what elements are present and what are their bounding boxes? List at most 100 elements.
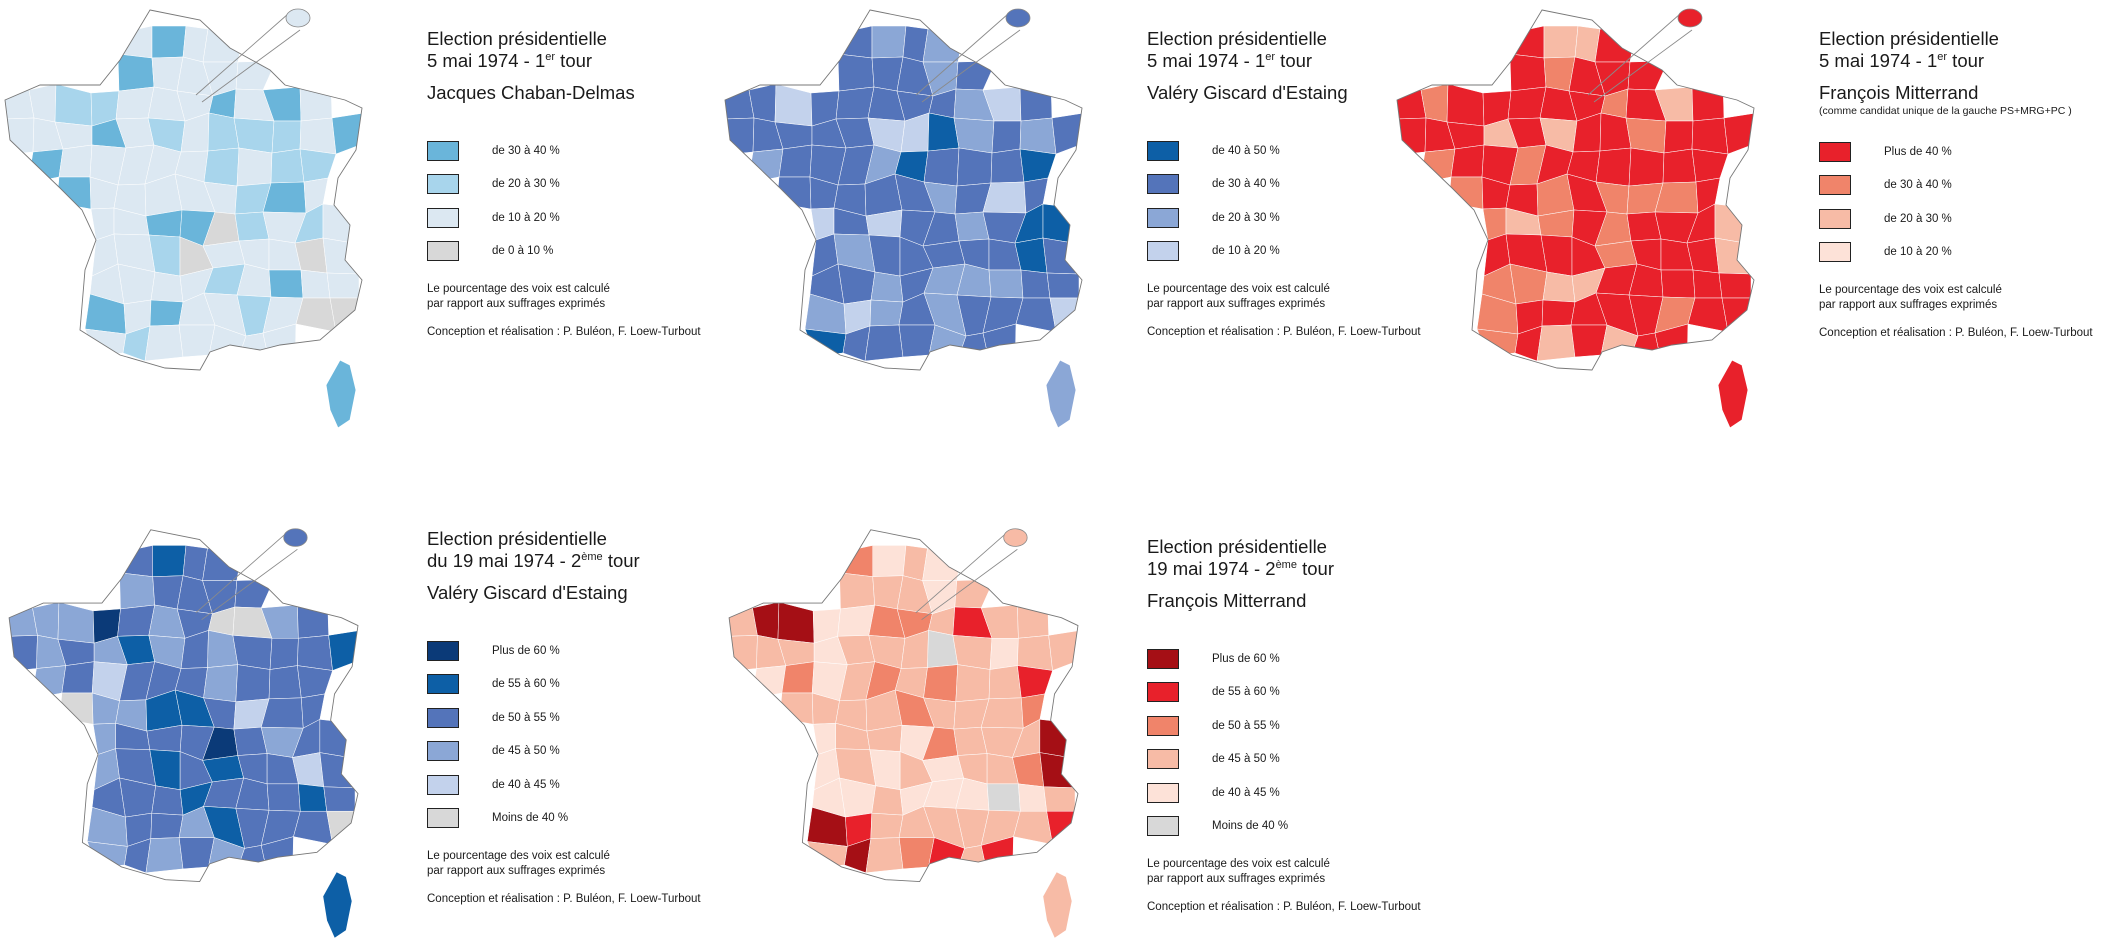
legend-item: de 20 à 30 %: [1819, 202, 2109, 236]
legend-label: de 45 à 50 %: [1212, 753, 1280, 766]
department-region: [1450, 144, 1485, 178]
legend-label: de 10 à 20 %: [1884, 246, 1952, 259]
legend-swatch: [427, 741, 459, 762]
legend-label: Plus de 60 %: [1212, 652, 1280, 665]
legend-label: de 10 à 20 %: [1212, 245, 1280, 258]
credit-line: Conception et réalisation : P. Buléon, F…: [1147, 326, 1421, 338]
department-region: [779, 692, 814, 725]
department-region: [781, 661, 815, 694]
corsica-region: [322, 871, 353, 939]
department-region: [954, 579, 995, 609]
legend-label: de 55 à 60 %: [492, 678, 560, 691]
department-region: [806, 841, 848, 869]
method-note-line-2: par rapport aux suffrages exprimés: [1147, 873, 1326, 885]
corsica-region: [1045, 359, 1077, 429]
paris-inset: [1677, 8, 1703, 28]
department-region: [150, 271, 184, 303]
departments-layer: [729, 545, 1078, 879]
method-note-line-1: Le pourcentage des voix est calculé: [1819, 284, 2002, 296]
department-region: [1509, 25, 1545, 59]
legend-swatch: [427, 774, 459, 795]
legend-swatch: [1819, 208, 1851, 229]
department-region: [54, 83, 93, 127]
legend-item: Moins de 40 %: [1147, 810, 1507, 844]
legend-label: de 20 à 30 %: [1884, 212, 1952, 225]
corsica-region: [1042, 871, 1073, 939]
legend-label: Moins de 40 %: [1212, 820, 1289, 833]
department-region: [203, 147, 240, 187]
method-note-line-1: Le pourcentage des voix est calculé: [1147, 858, 1330, 870]
method-note: Le pourcentage des voix est calculé par r…: [1147, 282, 1447, 312]
legend-item: de 45 à 50 %: [1147, 743, 1507, 777]
department-region: [59, 692, 94, 725]
department-region: [1017, 665, 1053, 699]
legend-swatch: [427, 174, 459, 195]
department-region: [774, 83, 813, 127]
department-region: [31, 665, 67, 700]
legend-items: de 40 à 50 % de 30 à 40 % de 20 à 30 % de 1…: [1147, 134, 1507, 268]
france-outline: [4, 9, 363, 371]
legend-block: Election présidentielle du 19 mai 1974 - …: [427, 528, 787, 905]
department-region: [777, 601, 815, 644]
department-region: [1039, 719, 1078, 759]
france-outline: [1396, 9, 1755, 371]
department-region: [236, 147, 273, 187]
department-region: [1419, 148, 1456, 184]
department-region: [1018, 783, 1047, 812]
department-region: [299, 117, 337, 155]
legend-item: de 10 à 20 %: [1147, 235, 1507, 269]
candidate-name: François Mitterrand: [1819, 82, 1979, 103]
legend-label: de 50 à 55 %: [492, 711, 560, 724]
department-region: [1015, 297, 1057, 333]
department-region: [870, 812, 904, 839]
legend-label: de 30 à 40 %: [1212, 178, 1280, 191]
legend-swatch: [1819, 175, 1851, 196]
france-map: [1396, 8, 1755, 429]
legend-items: Plus de 60 % de 55 à 60 % de 50 à 55 % de 4…: [427, 634, 787, 835]
department-region: [1714, 237, 1752, 275]
department-region: [1662, 148, 1697, 184]
department-region: [1476, 328, 1519, 357]
department-region: [9, 604, 38, 637]
department-region: [955, 60, 997, 91]
department-region: [150, 812, 184, 839]
legend-swatch: [1147, 648, 1179, 669]
department-region: [61, 661, 95, 694]
department-region: [990, 148, 1025, 184]
legend-item: de 40 à 45 %: [427, 768, 787, 802]
paris-inset-leader: [195, 13, 301, 103]
department-region: [115, 86, 155, 120]
title-line-1: Election présidentielle: [427, 528, 607, 549]
credit-line: Conception et réalisation : P. Buléon, F…: [1819, 327, 2093, 339]
department-region: [1046, 272, 1080, 299]
legend-item: de 50 à 55 %: [1147, 709, 1507, 743]
method-note-line-2: par rapport aux suffrages exprimés: [1819, 299, 1998, 311]
department-region: [322, 237, 360, 275]
paris-inset: [1005, 8, 1031, 28]
department-region: [837, 53, 875, 92]
legend-item: de 50 à 55 %: [427, 701, 787, 735]
department-region: [295, 297, 337, 333]
department-region: [1020, 269, 1051, 299]
france-map: [724, 8, 1083, 429]
department-region: [1660, 269, 1696, 299]
department-region: [1595, 147, 1632, 187]
department-region: [266, 783, 301, 812]
paris-inset: [285, 8, 311, 28]
round-ordinal-sup: ème: [1275, 558, 1297, 571]
method-note-line-1: Le pourcentage des voix est calculé: [427, 283, 610, 295]
map-title: Election présidentielle 5 mai 1974 - 1er …: [427, 28, 787, 72]
legend-label: de 50 à 55 %: [1212, 719, 1280, 732]
title-date: du 19 mai 1974 - 2: [427, 550, 582, 571]
department-region: [1013, 810, 1053, 845]
department-region: [5, 117, 35, 156]
department-region: [234, 579, 275, 609]
legend-swatch: [1147, 816, 1179, 837]
department-region: [270, 148, 305, 184]
department-region: [804, 328, 847, 357]
title-line-2: 5 mai 1974 - 1er tour: [427, 50, 787, 72]
method-note-line-1: Le pourcentage des voix est calculé: [427, 850, 610, 862]
department-region: [839, 572, 875, 610]
legend-item: Plus de 60 %: [1147, 642, 1507, 676]
department-region: [986, 783, 1021, 812]
